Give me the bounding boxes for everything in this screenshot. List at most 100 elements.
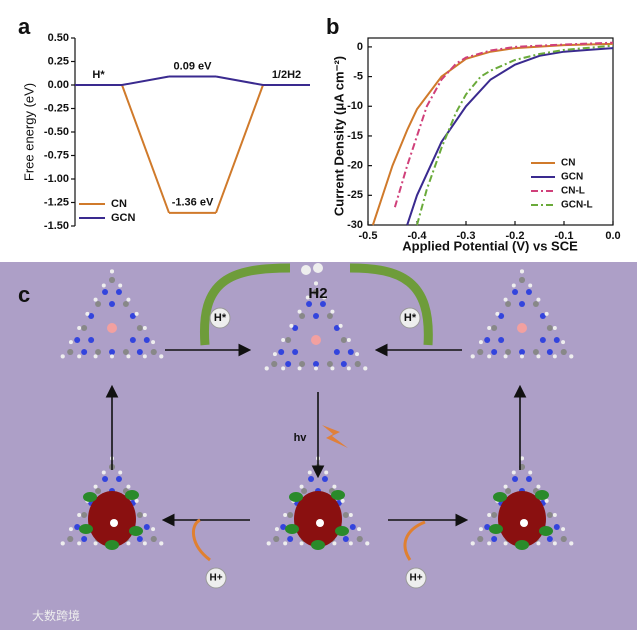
atom	[561, 527, 566, 532]
atom	[102, 289, 109, 295]
atom	[273, 536, 280, 542]
atom	[74, 337, 81, 343]
atom	[495, 311, 500, 316]
atom	[266, 541, 271, 546]
atom	[552, 354, 557, 359]
atom	[332, 484, 337, 489]
orange-arrow	[191, 518, 211, 562]
atom	[544, 498, 549, 503]
atom	[81, 512, 88, 518]
atom	[528, 283, 533, 288]
atom	[297, 309, 302, 314]
atom	[93, 297, 98, 302]
category-label: H*	[92, 69, 105, 81]
atom	[553, 337, 560, 343]
atom	[520, 354, 524, 359]
atom	[553, 524, 560, 530]
atom	[287, 512, 294, 518]
panel-label: b	[326, 14, 339, 39]
orbital	[335, 526, 349, 536]
atom	[342, 512, 349, 518]
orbital	[105, 540, 119, 550]
atom	[264, 366, 269, 371]
h-atom	[313, 263, 323, 273]
atom	[347, 349, 354, 355]
atom	[134, 498, 139, 503]
atom	[348, 513, 353, 517]
atom	[88, 337, 95, 343]
atom	[143, 337, 150, 343]
atom	[348, 541, 353, 546]
diagram-decor	[60, 263, 574, 589]
atom	[561, 340, 566, 345]
sphere	[399, 307, 421, 329]
orbital	[289, 492, 303, 502]
atom	[60, 354, 65, 359]
atom	[68, 340, 73, 345]
atom	[283, 513, 288, 517]
light-label: hv	[294, 432, 308, 444]
atom	[109, 301, 115, 307]
atom	[517, 323, 527, 333]
atom	[67, 349, 74, 355]
atom	[81, 325, 88, 331]
atom	[560, 349, 567, 355]
atom	[289, 323, 294, 328]
atom	[271, 361, 278, 367]
y-tick-label: -0.75	[44, 149, 69, 161]
adsorbed-label: H*	[214, 312, 227, 324]
atom	[93, 354, 98, 359]
atom	[487, 326, 492, 330]
sphere	[205, 567, 227, 589]
atom	[539, 337, 546, 343]
atom	[552, 513, 557, 517]
atom	[552, 541, 557, 546]
atom	[512, 476, 519, 482]
atom	[68, 527, 73, 532]
green-arrow	[199, 263, 291, 346]
atom	[357, 527, 362, 532]
y-tick-label: 0	[357, 41, 363, 53]
proton-label: H+	[409, 573, 422, 584]
atom	[539, 313, 546, 319]
atom	[503, 297, 508, 302]
atom	[314, 281, 318, 286]
orange-arrow	[403, 520, 426, 561]
atom	[314, 366, 318, 371]
y-tick-label: -10	[347, 100, 363, 112]
atom	[505, 301, 512, 307]
atom	[546, 349, 553, 355]
atom	[319, 301, 326, 307]
atom	[477, 349, 484, 355]
atom	[122, 349, 129, 355]
atom	[77, 326, 82, 330]
y-tick-label: -1.50	[44, 220, 69, 232]
orbital	[493, 492, 507, 502]
atom	[101, 283, 106, 288]
atom	[285, 361, 292, 367]
y-tick-label: -30	[347, 219, 363, 231]
y-tick-label: -0.25	[44, 102, 69, 114]
atom	[280, 524, 287, 530]
category-label: 1/2H2	[272, 69, 301, 81]
atom	[143, 524, 150, 530]
atom	[93, 541, 98, 546]
orbital	[311, 540, 325, 550]
atom	[326, 361, 333, 367]
orbital	[535, 490, 549, 500]
atom	[308, 476, 315, 482]
y-tick-label: -0.50	[44, 126, 69, 138]
atom	[503, 354, 508, 359]
atom	[85, 311, 90, 316]
atom	[126, 297, 131, 302]
atom	[292, 325, 299, 331]
y-tick-label: -1.25	[44, 196, 69, 208]
x-tick-label: -0.4	[408, 230, 428, 242]
atom	[281, 366, 286, 371]
atom	[136, 349, 143, 355]
legend-label: GCN-L	[561, 200, 593, 211]
atom	[519, 277, 525, 283]
atom	[346, 338, 351, 342]
atom	[552, 326, 557, 330]
atom	[333, 349, 340, 355]
